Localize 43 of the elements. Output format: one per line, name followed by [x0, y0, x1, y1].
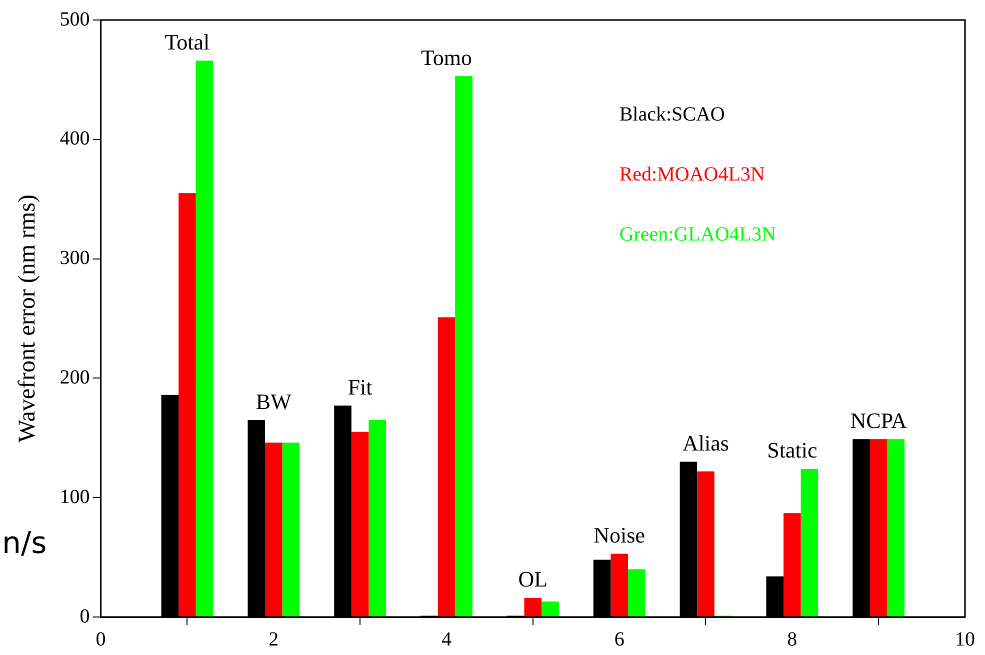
y-tick-label: 200: [60, 366, 90, 388]
bar: [438, 317, 456, 616]
bar: [265, 442, 282, 616]
y-tick-label: 500: [60, 8, 90, 30]
x-tick-label: 8: [787, 628, 798, 650]
bar: [784, 513, 801, 616]
text: Red:MOAO4L3N: [619, 163, 765, 186]
bar: [368, 420, 386, 616]
bar: [628, 569, 646, 616]
bar: [196, 60, 214, 616]
y-tick-label: 0: [80, 605, 90, 628]
bar: [542, 601, 559, 616]
bar: [800, 468, 818, 616]
x-tick-label: 0: [96, 628, 106, 650]
annotation: BW: [256, 388, 292, 414]
annotation: Fit: [348, 374, 372, 400]
annotation: Noise: [594, 522, 645, 548]
x-tick-label: 10: [955, 628, 975, 650]
bar: [610, 554, 628, 616]
text: Black:SCAO: [619, 103, 725, 126]
x-tick-label: 6: [614, 628, 624, 650]
annotation: Static: [767, 438, 818, 463]
x-tick-label: 2: [268, 628, 279, 650]
bar: [524, 598, 542, 616]
annotation: OL: [518, 566, 548, 592]
annotation: Tomo: [420, 44, 472, 70]
y-tick-label: 300: [60, 247, 90, 270]
bar: [697, 471, 714, 616]
text: n/s: [2, 526, 47, 561]
y-tick-label: 100: [60, 486, 90, 508]
bar: [887, 439, 905, 616]
bar: [351, 432, 369, 616]
bar: [870, 439, 888, 616]
bar: [178, 193, 196, 616]
y-axis-title: Wavefront error (nm rms): [14, 194, 41, 442]
x-tick-label: 4: [441, 628, 452, 650]
annotation: NCPA: [850, 408, 908, 433]
bar: [282, 442, 300, 616]
annotation: Total: [164, 29, 210, 54]
text: Green:GLAO4L3N: [619, 223, 776, 246]
annotation: Alias: [682, 430, 729, 456]
y-tick-label: 400: [60, 128, 90, 150]
bar: [455, 76, 472, 616]
